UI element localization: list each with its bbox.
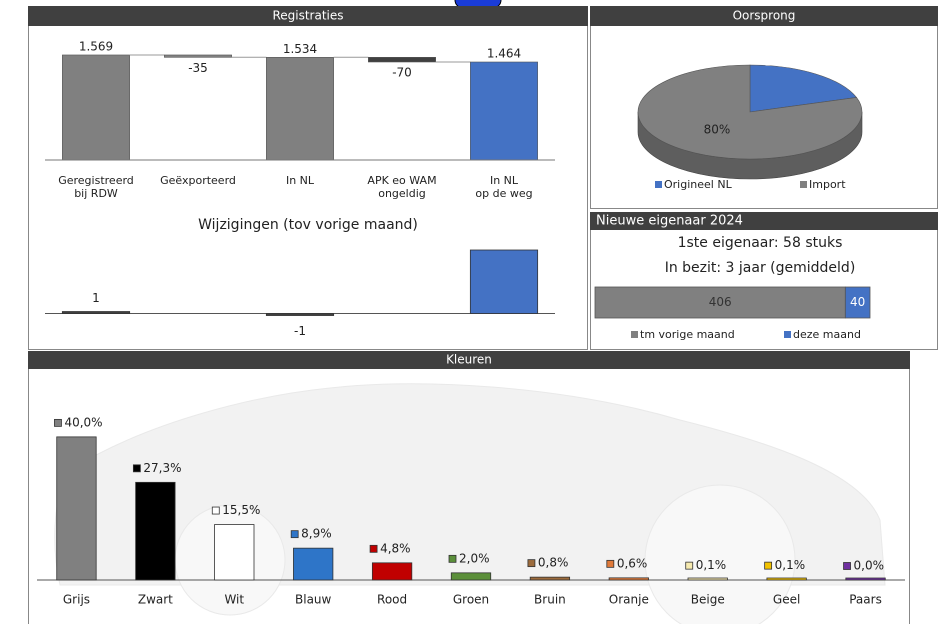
value-label: 1.464 (487, 46, 521, 60)
label-marker (765, 562, 772, 569)
label-marker (133, 465, 140, 472)
annotation: 1ste eigenaar: 58 stuks (678, 235, 843, 251)
value-label: 0,8% (538, 556, 569, 570)
x-tick-label: Geëxporteerd (148, 174, 248, 187)
x-tick-label: Paars (849, 593, 882, 607)
x-tick-label: In NL op de weg (454, 174, 554, 200)
value-label: 40,0% (64, 415, 102, 429)
value-label: 406 (709, 295, 732, 309)
value-label: -35 (188, 61, 208, 75)
x-tick-label: Groen (453, 593, 489, 607)
legend-label: Origineel NL (664, 178, 733, 191)
value-label: 2,0% (459, 551, 490, 565)
x-tick-label: Rood (377, 593, 407, 607)
x-tick-label: Beige (691, 593, 725, 607)
legend-marker (631, 331, 638, 338)
panel-title: Kleuren (446, 353, 492, 367)
annotation: In bezit: 3 jaar (gemiddeld) (665, 260, 856, 276)
value-label: 27,3% (143, 461, 181, 475)
dashboard: Registraties Wijzigingen (tov vorige maa… (0, 0, 938, 624)
x-tick-label: Grijs (63, 593, 90, 607)
value-label: 8,9% (301, 527, 332, 541)
bar (470, 62, 537, 160)
value-label: 20% (765, 55, 792, 69)
x-tick-label: In NL (250, 174, 350, 187)
value-label: 0,6% (617, 556, 648, 570)
x-tick-label: Bruin (534, 593, 566, 607)
panel-title: Registraties (272, 9, 343, 23)
label-marker (528, 560, 535, 567)
legend-label: Import (809, 178, 846, 191)
value-label: 1.569 (79, 39, 113, 53)
value-label: -70 (392, 65, 412, 79)
value-label: 0,1% (696, 558, 727, 572)
bar (62, 312, 129, 314)
x-tick-label: Zwart (138, 593, 173, 607)
x-tick-label: APK eo WAM ongeldig (352, 174, 452, 200)
bar (136, 482, 175, 580)
bar (164, 55, 231, 57)
panel-title: Oorsprong (733, 9, 796, 23)
legend-marker (655, 181, 662, 188)
x-tick-label: Wit (224, 593, 244, 607)
x-tick-label: Geel (773, 593, 800, 607)
value-label: 40 (850, 295, 865, 309)
bar (57, 437, 96, 580)
label-marker (449, 555, 456, 562)
bar (688, 578, 727, 580)
label-marker (607, 560, 614, 567)
value-label: 1.534 (283, 42, 317, 56)
x-tick-label: Blauw (295, 593, 332, 607)
legend-label: tm vorige maand (640, 328, 735, 341)
label-marker (370, 545, 377, 552)
bar (266, 57, 333, 160)
value-label: 1 (92, 291, 100, 305)
bar (372, 563, 411, 580)
x-tick-label: Oranje (609, 593, 649, 607)
bar (470, 250, 537, 314)
dashboard-canvas: Registraties Wijzigingen (tov vorige maa… (0, 0, 938, 624)
x-tick-label: Geregistreerd bij RDW (46, 174, 146, 200)
chart-title: Wijzigingen (tov vorige maand) (198, 217, 418, 233)
label-marker (54, 419, 61, 426)
label-marker (844, 563, 851, 570)
bar (530, 577, 569, 580)
label-marker (291, 531, 298, 538)
bar (266, 314, 333, 316)
label-marker (686, 562, 693, 569)
legend-marker (800, 181, 807, 188)
bar (767, 578, 806, 580)
label-marker (212, 507, 219, 514)
bar (846, 578, 885, 580)
value-label: 4,8% (380, 541, 411, 555)
legend-marker (784, 331, 791, 338)
bar (62, 55, 129, 160)
panel-title: Nieuwe eigenaar 2024 (596, 214, 743, 229)
bar (293, 548, 332, 580)
value-label: -1 (294, 324, 306, 338)
bar (609, 578, 648, 580)
bar (215, 525, 254, 580)
value-label: 15,5% (222, 503, 260, 517)
value-label: 80% (704, 123, 731, 137)
legend-label: deze maand (793, 328, 861, 341)
bar (368, 57, 435, 62)
value-label: 0,0% (854, 559, 885, 573)
value-label: 0,1% (775, 558, 806, 572)
bar (451, 573, 490, 580)
